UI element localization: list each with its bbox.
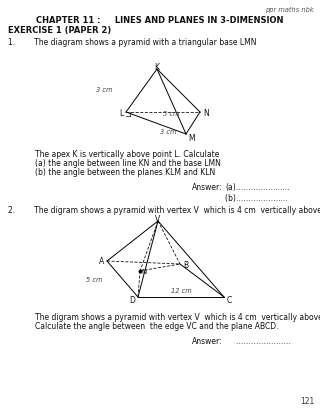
Text: M: M [188,134,195,142]
Text: 5 cm: 5 cm [163,111,179,117]
Text: (a)……..……........: (a)……..……........ [225,183,290,192]
Text: ………………….: …………………. [236,336,296,345]
Text: 3 cm: 3 cm [160,129,176,135]
Text: EXERCISE 1 (PAPER 2): EXERCISE 1 (PAPER 2) [8,26,111,35]
Text: Calculate the angle between  the edge VC and the plane ABCD.: Calculate the angle between the edge VC … [35,321,278,330]
Text: (b)……….…….....: (b)……….……..... [225,194,292,202]
Text: (b) the angle between the planes KLM and KLN: (b) the angle between the planes KLM and… [35,168,215,177]
Text: D: D [129,295,135,304]
Text: C: C [227,295,232,304]
Text: B: B [183,260,188,269]
Text: N: N [203,108,209,117]
Text: V: V [156,214,161,223]
Text: ppr maths nbk: ppr maths nbk [265,7,314,13]
Text: 3 cm: 3 cm [95,86,112,92]
Text: 2.        The digram shows a pyramid with vertex V  which is 4 cm  vertically ab: 2. The digram shows a pyramid with verte… [8,206,320,214]
Text: 12 cm: 12 cm [171,287,191,293]
Text: The apex K is vertically above point L. Calculate: The apex K is vertically above point L. … [35,150,220,159]
Text: N: N [141,268,146,274]
Text: Answer:: Answer: [192,336,223,345]
Text: 1.        The diagram shows a pyramid with a triangular base LMN: 1. The diagram shows a pyramid with a tr… [8,38,257,47]
Text: CHAPTER 11 :     LINES AND PLANES IN 3-DIMENSION: CHAPTER 11 : LINES AND PLANES IN 3-DIMEN… [36,16,284,25]
Text: K: K [155,63,159,72]
Text: The digram shows a pyramid with vertex V  which is 4 cm  vertically above N.: The digram shows a pyramid with vertex V… [35,312,320,321]
Text: Answer:: Answer: [192,183,223,192]
Text: 121: 121 [300,396,314,405]
Text: L: L [119,108,123,117]
Text: 5 cm: 5 cm [85,276,102,282]
Text: A: A [99,257,104,266]
Text: (a) the angle between line KN and the base LMN: (a) the angle between line KN and the ba… [35,159,221,168]
